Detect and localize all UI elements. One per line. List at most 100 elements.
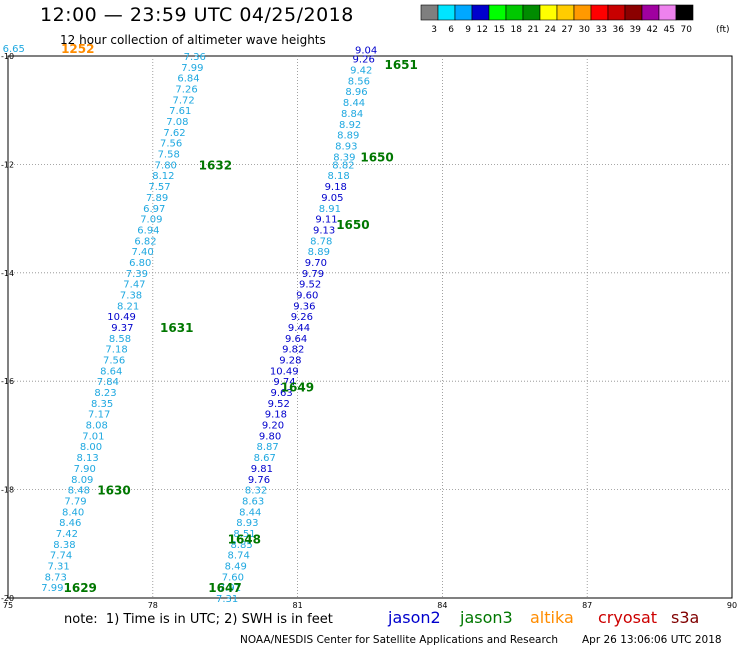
swh-value: 6.80 bbox=[129, 258, 151, 269]
swh-value: 7.40 bbox=[131, 247, 153, 258]
swh-value: 7.61 bbox=[169, 106, 191, 117]
swh-value: 7.56 bbox=[103, 356, 125, 367]
swh-value: 9.36 bbox=[293, 301, 315, 312]
swh-value: 8.44 bbox=[343, 98, 365, 109]
pass-time-label: 1632 bbox=[199, 158, 232, 172]
swh-value: 7.62 bbox=[163, 128, 185, 139]
swh-value: 6.94 bbox=[137, 225, 159, 236]
lon-tick-label: 75 bbox=[3, 601, 13, 610]
swh-value: 9.44 bbox=[288, 323, 310, 334]
lon-tick-label: 78 bbox=[148, 601, 158, 610]
legend-altika: altika bbox=[530, 608, 574, 627]
swh-value: 9.13 bbox=[313, 225, 335, 236]
lon-tick-label: 87 bbox=[582, 601, 592, 610]
colorbar-label: 12 bbox=[477, 25, 488, 34]
pass-time-label: 1649 bbox=[281, 381, 314, 395]
swh-value: 7.38 bbox=[120, 290, 142, 301]
swh-value: 7.17 bbox=[88, 410, 110, 421]
swh-value: 8.35 bbox=[91, 399, 113, 410]
swh-value: 8.67 bbox=[254, 453, 276, 464]
swh-value: 9.74 bbox=[273, 377, 295, 388]
swh-value: 7.42 bbox=[56, 529, 78, 540]
swh-value: 7.90 bbox=[74, 464, 96, 475]
swh-value: 9.76 bbox=[248, 475, 270, 486]
swh-value: 9.70 bbox=[305, 258, 327, 269]
colorbar-swatch bbox=[675, 4, 694, 21]
swh-value: 7.91 bbox=[219, 583, 241, 594]
swh-value: 7.99 bbox=[41, 583, 63, 594]
swh-value: 8.89 bbox=[337, 131, 359, 142]
swh-value: 8.40 bbox=[62, 507, 84, 518]
pass-time-label: 1631 bbox=[160, 321, 193, 335]
pass-time-label: 1648 bbox=[228, 532, 261, 546]
swh-value: 8.82 bbox=[332, 160, 354, 171]
swh-value: 8.56 bbox=[348, 76, 370, 87]
page-subtitle: 12 hour collection of altimeter wave hei… bbox=[60, 33, 326, 47]
swh-value: 7.31 bbox=[216, 594, 238, 605]
swh-value: 8.92 bbox=[339, 120, 361, 131]
lon-tick-label: 84 bbox=[437, 601, 447, 610]
swh-value: 7.56 bbox=[160, 139, 182, 150]
swh-value: 7.36 bbox=[184, 52, 206, 63]
swh-value: 7.74 bbox=[50, 551, 72, 562]
lat-tick-label: -20 bbox=[1, 594, 14, 603]
page-title: 12:00 — 23:59 UTC 04/25/2018 bbox=[40, 4, 354, 26]
swh-value: 8.00 bbox=[80, 442, 102, 453]
footer-date: Apr 26 13:06:06 UTC 2018 bbox=[582, 634, 722, 646]
swh-value: 7.72 bbox=[173, 95, 195, 106]
swh-value: 9.79 bbox=[302, 269, 324, 280]
swh-value: 9.05 bbox=[321, 193, 343, 204]
swh-value: 8.12 bbox=[152, 171, 174, 182]
swh-value: 9.80 bbox=[259, 431, 281, 442]
swh-value: 7.79 bbox=[64, 496, 86, 507]
swh-value: 7.47 bbox=[123, 280, 145, 291]
swh-value: 8.64 bbox=[100, 366, 122, 377]
lat-tick-label: -16 bbox=[1, 377, 14, 386]
swh-value: 7.18 bbox=[105, 345, 127, 356]
swh-value: 8.93 bbox=[236, 518, 258, 529]
colorbar-label: 21 bbox=[528, 25, 539, 34]
swh-value: 8.32 bbox=[245, 486, 267, 497]
lat-tick-label: -12 bbox=[1, 160, 14, 169]
swh-value: 8.84 bbox=[341, 109, 363, 120]
pass-time-label: 1630 bbox=[97, 484, 130, 498]
swh-value: 9.20 bbox=[262, 421, 284, 432]
swh-value: 7.84 bbox=[97, 377, 119, 388]
swh-value: 9.26 bbox=[353, 55, 375, 66]
swh-value: 6.97 bbox=[143, 204, 165, 215]
swh-value: 8.87 bbox=[257, 442, 279, 453]
swh-value: 9.52 bbox=[299, 280, 321, 291]
lat-tick-label: -18 bbox=[1, 486, 14, 495]
swh-value: 8.58 bbox=[109, 334, 131, 345]
lon-tick-label: 90 bbox=[727, 601, 737, 610]
swh-value: 9.64 bbox=[285, 334, 307, 345]
colorbar-label: 9 bbox=[465, 25, 471, 34]
swh-value: 8.13 bbox=[76, 453, 98, 464]
swh-value: 8.21 bbox=[117, 301, 139, 312]
swh-value: 9.60 bbox=[296, 290, 318, 301]
swh-value: 10.49 bbox=[270, 366, 299, 377]
swh-value: 7.31 bbox=[48, 561, 70, 572]
colorbar-label: 6 bbox=[448, 25, 454, 34]
swh-value: 8.78 bbox=[310, 236, 332, 247]
swh-value: 7.80 bbox=[155, 160, 177, 171]
colorbar-label: 15 bbox=[494, 25, 505, 34]
colorbar-label: 30 bbox=[579, 25, 591, 34]
pass-time-label: 1650 bbox=[336, 218, 369, 232]
swh-value: 8.93 bbox=[335, 141, 357, 152]
swh-value: 9.28 bbox=[279, 356, 301, 367]
colorbar-label: 33 bbox=[596, 25, 607, 34]
swh-value: 8.39 bbox=[333, 152, 355, 163]
legend-jason3: jason3 bbox=[460, 608, 513, 627]
swh-value: 6.82 bbox=[134, 236, 156, 247]
colorbar-label: 39 bbox=[630, 25, 642, 34]
swh-value: 9.42 bbox=[350, 66, 372, 77]
swh-value: 7.89 bbox=[146, 193, 168, 204]
swh-value: 8.18 bbox=[327, 171, 349, 182]
swh-value: 8.89 bbox=[308, 247, 330, 258]
swh-value: 9.63 bbox=[271, 388, 293, 399]
swh-value: 6.84 bbox=[177, 74, 199, 85]
altimeter-map: 75 78 81 84 87 90 -10 -12 -14 -16 -18 -20 6.65 1252 7.… bbox=[1, 42, 737, 610]
pass-time-label: 1252 bbox=[61, 42, 94, 56]
map-frame bbox=[7, 55, 733, 599]
